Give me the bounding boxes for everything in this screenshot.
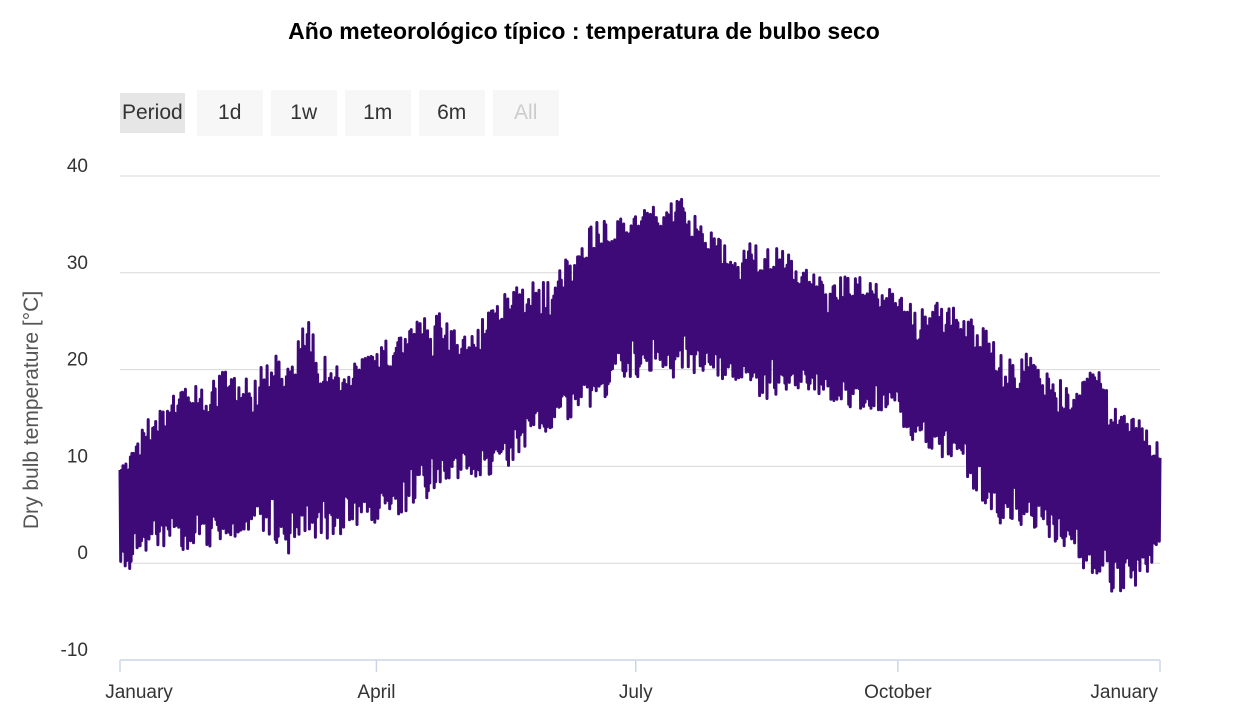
period-1w-button[interactable]: 1w [270,90,337,136]
period-1d-button[interactable]: 1d [196,90,263,136]
period-1m-button[interactable]: 1m [344,90,411,136]
y-tick-label: 20 [67,350,88,371]
y-axis-ticks: -10 0 10 20 30 40 [61,156,88,661]
x-tick-label: October [864,682,932,703]
y-tick-label: 0 [77,543,88,564]
x-axis: January April July October January [105,659,1161,703]
y-axis-title: Dry bulb temperature [°C] [20,291,43,529]
temperature-series [118,197,1162,593]
period-label: Period [120,93,185,133]
x-tick-label: April [357,682,395,703]
x-tick-label: July [619,682,653,703]
y-tick-label: -10 [61,640,88,661]
temperature-line [118,197,1162,593]
period-all-button[interactable]: All [492,90,559,136]
y-tick-label: 40 [67,156,88,177]
x-tick-label: January [1090,682,1158,703]
chart-title: Año meteorológico típico : temperatura d… [288,18,880,44]
period-6m-button[interactable]: 6m [418,90,485,136]
y-tick-label: 30 [67,253,88,274]
x-tick-label: January [105,682,173,703]
period-selector: Period 1d 1w 1m 6m All [120,90,559,136]
y-tick-label: 10 [67,446,88,467]
